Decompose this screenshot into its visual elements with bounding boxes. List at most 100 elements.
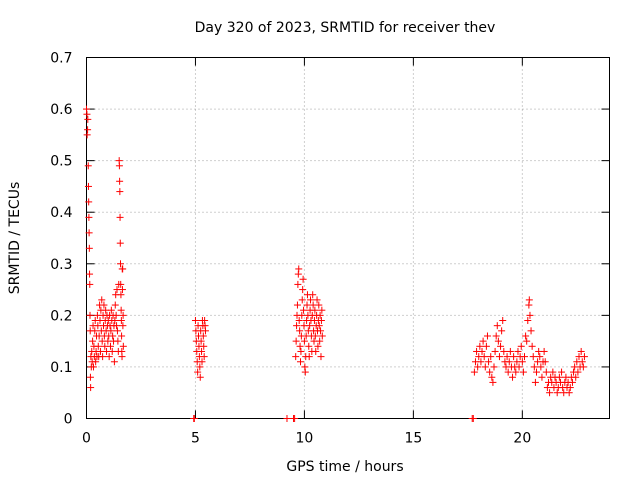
data-point [469,415,477,422]
data-point [116,239,124,247]
data-point [86,373,94,381]
data-point [116,260,124,268]
data-point [529,353,537,361]
data-point [91,327,99,335]
data-point [482,342,490,350]
data-point [296,358,304,366]
data-point [84,162,92,170]
data-point [566,384,574,392]
data-point [318,332,326,340]
data-point [572,373,580,381]
data-point [117,291,125,299]
data-point [526,311,534,319]
data-point [489,378,497,386]
data-point [504,368,512,376]
data-point [86,280,94,288]
data-point [100,301,108,309]
data-point [301,368,309,376]
data-point [512,368,520,376]
data-point [119,265,127,273]
data-point [580,353,588,361]
data-point [541,358,549,366]
data-point [514,347,522,355]
data-point [110,358,118,366]
data-point [527,327,535,335]
data-point [536,353,544,361]
data-point [487,353,495,361]
data-point [112,311,120,319]
data-point [521,353,529,361]
data-point [113,322,121,330]
data-point [492,332,500,340]
data-point [119,311,127,319]
data-point [483,332,491,340]
data-point [500,347,508,355]
data-point [92,358,100,366]
data-point [495,353,503,361]
data-point [116,177,124,185]
data-point [317,317,325,325]
data-point [84,115,92,123]
data-point [295,265,303,273]
data-point [291,415,299,422]
data-point [318,306,326,314]
data-point [200,353,208,361]
x-tick-label: 10 [296,431,314,447]
y-tick-label: 0.4 [50,205,72,221]
data-point [579,363,587,371]
data-point [89,337,97,345]
data-point [537,363,545,371]
data-point [485,358,493,366]
data-point [542,368,550,376]
data-point [105,353,113,361]
data-point [89,363,97,371]
data-point [107,327,115,335]
data-point [497,342,505,350]
data-point [538,373,546,381]
data-point [476,342,484,350]
data-point [314,342,322,350]
y-tick-label: 0.5 [50,154,72,170]
data-point [118,353,126,361]
data-point [283,415,291,422]
x-axis-label: GPS time / hours [286,459,403,475]
data-point [528,342,536,350]
data-point [83,110,91,118]
data-point [506,347,514,355]
x-tick-label: 15 [404,431,422,447]
data-point [565,389,573,397]
data-point [300,306,308,314]
data-point [505,358,513,366]
y-tick-label: 0.1 [50,360,72,376]
data-point [540,347,548,355]
x-tick-label: 20 [513,431,531,447]
data-point [191,317,199,325]
data-point [98,296,106,304]
data-point [200,342,208,350]
grid [86,57,610,419]
data-point [116,188,124,196]
data-point [198,347,206,355]
data-point [299,275,307,283]
data-point [493,322,501,330]
data-point [517,342,525,350]
data-point [86,311,94,319]
data-point [118,332,126,340]
y-tick-label: 0.7 [50,51,72,67]
data-point [523,337,531,345]
data-points [83,105,588,422]
data-point [293,322,301,330]
data-point [99,353,107,361]
data-point [491,347,499,355]
data-point [574,368,582,376]
data-point [478,347,486,355]
data-point [86,270,94,278]
data-point [196,363,204,371]
data-point [555,373,563,381]
data-point [111,301,119,309]
data-point [490,363,498,371]
data-point [119,342,127,350]
data-point [293,301,301,309]
data-point [316,337,324,345]
